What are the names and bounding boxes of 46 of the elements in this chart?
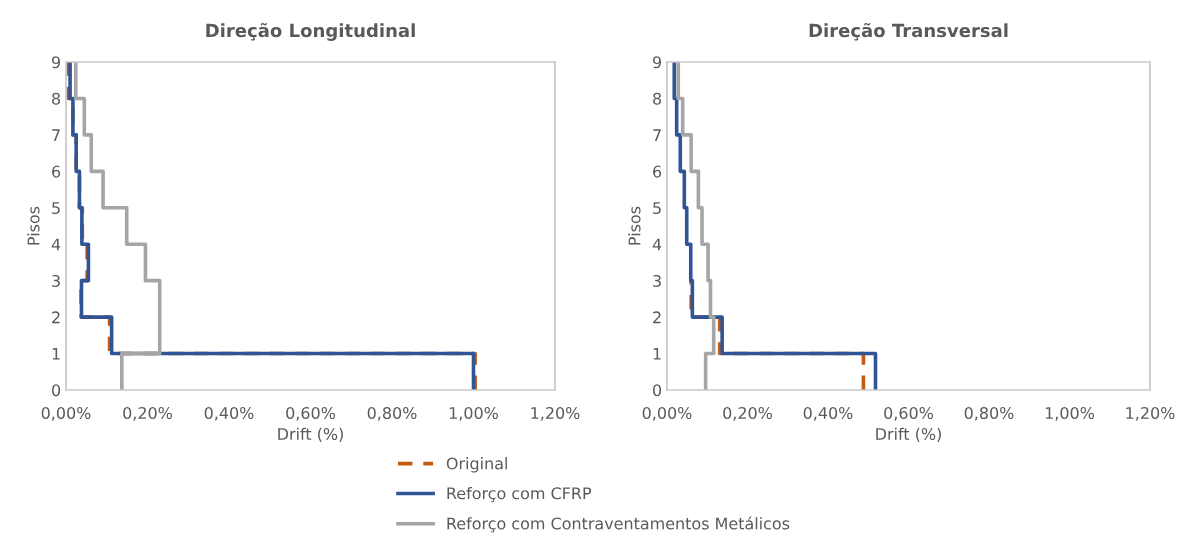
x-tick-label: 0,20% <box>123 406 172 421</box>
x-tick-label: 0,60% <box>286 406 335 421</box>
y-tick-label: 4 <box>652 238 662 251</box>
chart-title: Direção Transversal <box>809 22 1008 41</box>
y-tick-label: 9 <box>652 56 662 69</box>
y-tick-label: 6 <box>52 165 61 178</box>
x-tick-label: 0,20% <box>723 406 772 421</box>
x-tick-label: 0,00% <box>642 406 692 421</box>
y-tick-label: 4 <box>51 238 61 251</box>
y-tick-label: 2 <box>653 311 661 324</box>
line-series <box>672 62 878 390</box>
y-tick-label: 5 <box>52 202 60 215</box>
y-axis-title: Pisos <box>628 206 641 245</box>
y-tick-label: 1 <box>52 347 60 360</box>
x-tick-label: 1,20% <box>531 406 580 421</box>
chart-title: Direção Longitudinal <box>206 22 415 41</box>
legend-label: Reforço com CFRP <box>447 486 592 503</box>
x-tick-label: 1,00% <box>449 406 498 421</box>
x-axis-title: Drift (%) <box>278 427 343 442</box>
x-tick-label: 0,60% <box>884 406 933 421</box>
legend-label: Reforço com Contraventamentos Metálicos <box>447 516 790 533</box>
y-tick-label: 0 <box>52 384 61 397</box>
y-tick-label: 8 <box>52 92 61 105</box>
x-axis-title: Drift (%) <box>876 427 941 442</box>
legend-label: Original <box>446 457 507 473</box>
x-tick-label: 0,40% <box>803 406 853 421</box>
line-series <box>676 62 716 390</box>
x-tick-label: 1,20% <box>1126 406 1175 421</box>
y-tick-label: 2 <box>52 311 60 324</box>
y-tick-label: 9 <box>51 56 61 69</box>
y-tick-label: 1 <box>653 347 661 360</box>
y-tick-label: 8 <box>653 92 662 105</box>
x-tick-label: 0,80% <box>367 406 417 421</box>
y-tick-label: 6 <box>653 165 662 178</box>
y-tick-label: 7 <box>52 129 60 141</box>
y-tick-label: 0 <box>653 384 662 397</box>
y-tick-label: 3 <box>52 274 60 287</box>
x-tick-label: 0,80% <box>964 406 1014 421</box>
y-axis-title: Pisos <box>27 206 40 245</box>
y-tick-label: 5 <box>653 202 661 215</box>
x-tick-label: 0,40% <box>204 406 254 421</box>
line-series <box>73 62 162 390</box>
y-tick-label: 7 <box>653 129 661 141</box>
y-tick-label: 3 <box>653 274 661 287</box>
x-tick-label: 0,00% <box>41 406 91 421</box>
x-tick-label: 1,00% <box>1045 406 1094 421</box>
